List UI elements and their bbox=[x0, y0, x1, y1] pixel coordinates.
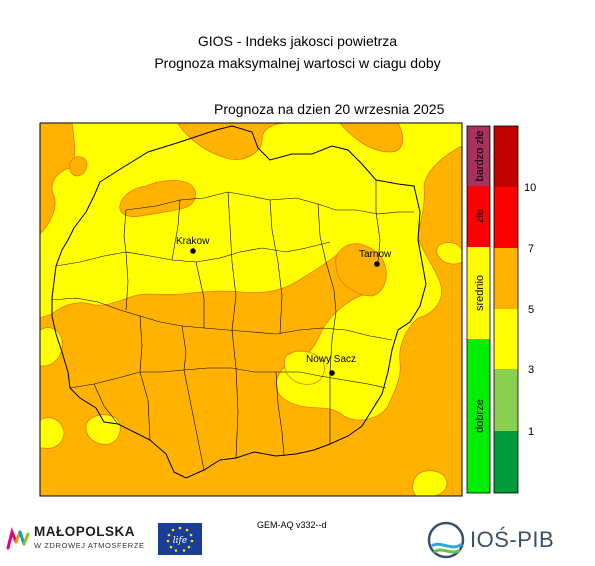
city-label: Krakow bbox=[176, 236, 210, 247]
map-frame bbox=[39, 122, 463, 497]
district-borders bbox=[51, 180, 414, 471]
yellow-patch-east bbox=[436, 242, 462, 265]
city-marker bbox=[190, 248, 196, 254]
life-text: life bbox=[173, 536, 187, 546]
city-tarnow: Tarnow bbox=[359, 249, 392, 267]
city-label: Nowy Sacz bbox=[306, 354, 356, 365]
orange-pocket-tarnow bbox=[335, 243, 387, 297]
scale-tick: 10 bbox=[524, 182, 536, 194]
legend-label-zle: złe bbox=[474, 209, 486, 223]
scale-tick: 3 bbox=[528, 364, 534, 376]
scale-swatch-4 bbox=[494, 248, 518, 309]
forecast-field bbox=[40, 123, 462, 496]
scale-tick: 5 bbox=[528, 304, 534, 316]
scale-swatch-2 bbox=[494, 369, 518, 431]
city-marker bbox=[374, 261, 380, 267]
malopolska-tagline: W ZDROWEJ ATMOSFERZE bbox=[34, 541, 145, 550]
yellow-patch-se bbox=[412, 470, 448, 496]
scale-swatch-1 bbox=[494, 431, 518, 493]
legend-swatch-srednio bbox=[467, 247, 490, 339]
orange-pocket-1 bbox=[119, 180, 197, 217]
legend-swatch-bardzo-zle bbox=[467, 126, 490, 186]
malopolska-m-icon bbox=[6, 527, 30, 550]
city-label: Tarnow bbox=[359, 249, 392, 260]
scale-frame bbox=[493, 125, 519, 494]
legend-label-dobrze: dobrze bbox=[474, 399, 486, 433]
scale-tick: 1 bbox=[528, 426, 534, 438]
ios-globe-icon bbox=[427, 521, 465, 559]
administrative-borders bbox=[51, 125, 427, 479]
legend-label-srednio: srednio bbox=[474, 275, 486, 311]
yellow-patch-nowy-sacz bbox=[284, 350, 325, 385]
forecast-date: Prognoza na dzien 20 wrzesnia 2025 bbox=[214, 101, 445, 117]
scale-tick: 7 bbox=[528, 243, 534, 255]
eu-flag-icon: life bbox=[158, 523, 202, 555]
ios-pib-logo: IOŚ-PIB bbox=[424, 520, 564, 560]
malopolska-logo: MAŁOPOLSKA W ZDROWEJ ATMOSFERZE bbox=[6, 522, 156, 558]
index-scale: 1 3 5 7 10 bbox=[493, 125, 536, 494]
scale-swatch-3 bbox=[494, 309, 518, 369]
city-nowy-sacz: Nowy Sacz bbox=[306, 354, 356, 376]
yellow-patch-sw bbox=[40, 417, 65, 449]
title-line-2: Prognoza maksymalnej wartosci w ciagu do… bbox=[154, 55, 441, 71]
voivodeship-border bbox=[51, 125, 427, 479]
city-krakow: Krakow bbox=[176, 236, 210, 254]
ios-pib-name: IOŚ-PIB bbox=[470, 527, 555, 552]
malopolska-name: MAŁOPOLSKA bbox=[34, 524, 135, 539]
legend-swatch-dobrze bbox=[467, 339, 490, 493]
title-line-1: GIOS - Indeks jakosci powietrza bbox=[197, 33, 398, 49]
city-marker bbox=[329, 370, 335, 376]
eu-life-logo: life bbox=[158, 523, 202, 555]
model-version: GEM-AQ v332--d bbox=[257, 520, 327, 530]
orange-pocket-2 bbox=[69, 156, 88, 177]
legend-swatch-zle bbox=[467, 186, 490, 247]
legend-frame bbox=[466, 125, 491, 494]
category-legend: dobrze srednio złe bardzo złe bbox=[466, 125, 491, 494]
legend-label-bardzo-zle: bardzo złe bbox=[474, 131, 486, 182]
scale-swatch-5 bbox=[494, 187, 518, 248]
scale-swatch-6 bbox=[494, 126, 518, 187]
